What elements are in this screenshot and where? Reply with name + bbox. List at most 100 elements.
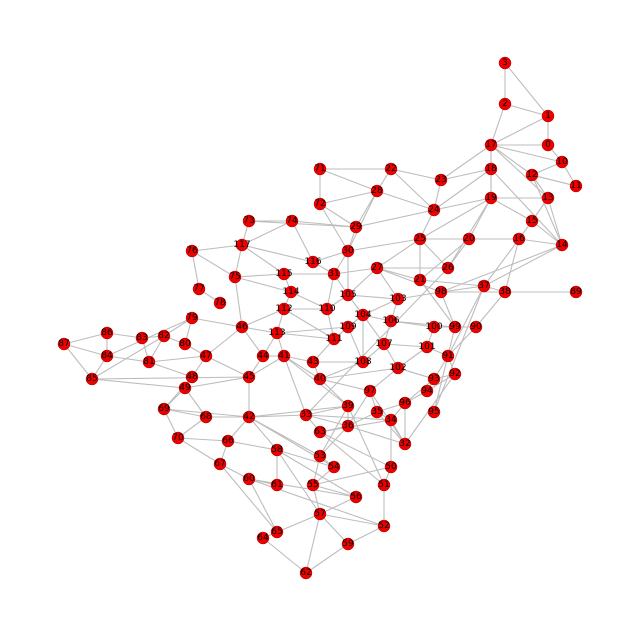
node-95: 95 [427, 405, 441, 419]
node-dot [555, 238, 569, 252]
node-dot [235, 238, 249, 252]
edge-75-115 [234, 273, 285, 278]
node-label: 80 [179, 339, 191, 349]
edge-85-49 [91, 378, 186, 389]
node-label: 60 [243, 474, 255, 484]
node-38: 38 [498, 285, 512, 299]
edge-98-27 [376, 267, 442, 293]
edge-74-29 [291, 220, 357, 228]
edge-106-99 [390, 320, 456, 328]
node-dot [284, 285, 298, 299]
node-label: 89 [570, 287, 582, 297]
edge-74-116 [291, 220, 314, 263]
edge-82-85 [91, 335, 165, 380]
edge-71-28 [319, 168, 378, 192]
node-label: 53 [314, 451, 325, 461]
edge-1-17 [490, 115, 549, 146]
node-79: 79 [185, 311, 199, 325]
node-dot [377, 519, 391, 533]
node-dot [199, 410, 213, 424]
edge-86-87 [63, 332, 108, 345]
node-83: 83 [135, 331, 149, 345]
node-dot [135, 331, 149, 345]
node-dot [221, 434, 235, 448]
node-1: 1 [541, 109, 555, 123]
node-label: 51 [378, 480, 389, 490]
node-73: 73 [242, 214, 256, 228]
node-dot [391, 361, 405, 375]
node-label: 57 [314, 509, 325, 519]
node-label: 113 [268, 328, 285, 338]
edge-28-30 [347, 190, 378, 252]
node-dot [448, 320, 462, 334]
node-dot [569, 179, 583, 193]
node-dot [341, 244, 355, 258]
node-label: 1 [545, 111, 551, 121]
node-label: 37 [478, 281, 489, 291]
node-label: 13 [542, 193, 553, 203]
edge-18-14 [490, 168, 563, 246]
node-dot [157, 329, 171, 343]
edge-87-84 [63, 343, 108, 357]
edge-108-109 [347, 326, 364, 363]
node-78: 78 [213, 296, 227, 310]
node-35: 35 [370, 405, 384, 419]
node-dot [270, 478, 284, 492]
edge-112-46 [241, 308, 285, 328]
node-dot [299, 566, 313, 580]
node-dot [427, 320, 441, 334]
node-116: 116 [304, 255, 322, 269]
edge-111-113 [276, 332, 335, 340]
node-19: 19 [484, 191, 498, 205]
node-50: 50 [384, 460, 398, 474]
node-label: 112 [275, 304, 292, 314]
edge-40-39 [319, 378, 349, 407]
node-dot [313, 197, 327, 211]
node-49: 49 [178, 381, 192, 395]
node-dot [356, 355, 370, 369]
node-22: 22 [384, 162, 398, 176]
node-label: 17 [485, 140, 496, 150]
edge-16-37 [483, 238, 520, 287]
edge-105-103 [347, 294, 399, 300]
node-69: 69 [157, 402, 171, 416]
node-label: 79 [186, 313, 198, 323]
node-31: 31 [327, 267, 341, 281]
edges-layer [63, 62, 577, 574]
node-dot [484, 138, 498, 152]
node-dot [462, 232, 476, 246]
edge-14-37 [483, 244, 563, 287]
node-74: 74 [285, 214, 299, 228]
edge-76-77 [191, 250, 200, 290]
node-dot [370, 184, 384, 198]
node-17: 17 [484, 138, 498, 152]
node-77: 77 [192, 282, 206, 296]
node-dot [441, 261, 455, 275]
node-dot [541, 109, 555, 123]
edge-72-28 [319, 190, 378, 205]
node-91: 91 [441, 349, 455, 363]
node-63: 63 [313, 425, 327, 439]
edge-29-73 [248, 220, 357, 228]
edge-70-67 [177, 437, 221, 465]
edge-16-14 [518, 238, 563, 246]
node-label: 55 [307, 480, 318, 490]
node-label: 82 [158, 331, 169, 341]
node-dot [541, 191, 555, 205]
edge-39-33 [305, 405, 349, 416]
node-dot [228, 270, 242, 284]
edge-27-31 [333, 267, 378, 275]
node-dot [157, 402, 171, 416]
node-dot [100, 326, 114, 340]
node-dot [213, 296, 227, 310]
node-dot [270, 525, 284, 539]
node-label: 0 [545, 140, 551, 150]
node-dot [178, 381, 192, 395]
node-54: 54 [327, 460, 341, 474]
node-dot [242, 472, 256, 486]
node-109: 109 [339, 320, 357, 334]
node-label: 90 [470, 322, 482, 332]
edge-72-29 [319, 203, 357, 228]
node-37: 37 [477, 279, 491, 293]
node-dot [306, 478, 320, 492]
